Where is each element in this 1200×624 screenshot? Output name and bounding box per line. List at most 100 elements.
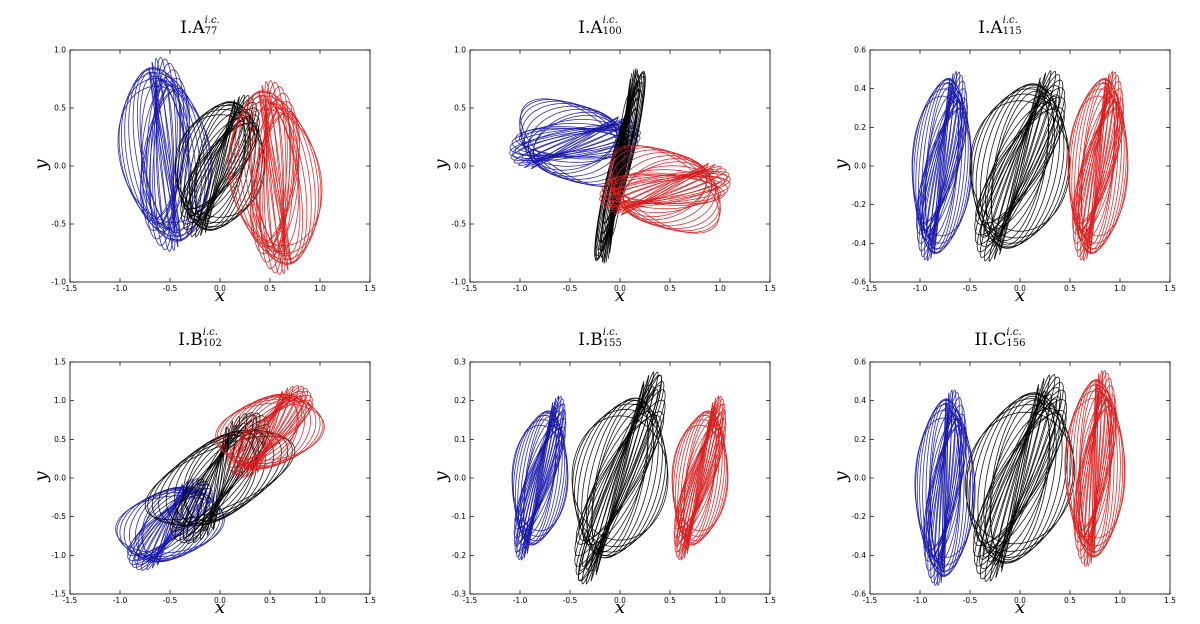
trajectory-red-loop	[234, 91, 316, 264]
y-axis-label: y	[30, 471, 52, 482]
trajectory-blue-loop	[518, 126, 632, 160]
trajectory-black-loop	[585, 386, 655, 570]
trajectory-red-loop	[236, 385, 304, 478]
trajectory-red-loop	[1084, 393, 1106, 544]
trajectory-black-loop	[204, 102, 236, 230]
x-tick-label: 0.0	[614, 284, 626, 293]
trajectory-red-loop	[259, 95, 291, 260]
trajectory-black-loop	[979, 386, 1061, 570]
y-axis-label: y	[430, 471, 452, 482]
chart-title-subscript: 115	[1002, 26, 1022, 37]
y-tick-label: 0.2	[454, 396, 466, 405]
trajectory-blue-loop	[140, 84, 190, 225]
y-tick-label: -1.0	[451, 278, 466, 287]
chart-title: I.A i.c. 100	[400, 16, 800, 39]
trajectory-black-loop	[574, 403, 666, 553]
x-axis-label: x	[615, 285, 626, 306]
x-tick-label: -0.5	[563, 596, 578, 605]
trajectory-red-loop	[231, 95, 319, 260]
trajectory-red-loop	[610, 149, 720, 230]
y-tick-label: 0.0	[454, 162, 466, 171]
trajectory-black-loop	[194, 107, 246, 225]
chart-title-subscript: 77	[204, 26, 218, 37]
trajectory-red-loop	[231, 388, 309, 476]
x-tick-label: -0.5	[163, 284, 178, 293]
chart-title-superscript: i.c.	[1002, 15, 1018, 26]
trajectory-black-loop	[979, 396, 1061, 560]
y-tick-label: 1.0	[54, 396, 66, 405]
trajectory-blue-loop	[513, 409, 567, 547]
trajectory-black-loop	[973, 389, 1067, 567]
trajectory-red-loop	[1092, 382, 1098, 554]
trajectory-black-loop	[578, 374, 662, 582]
trajectory-black-loop	[590, 384, 650, 572]
x-tick-label: 1.0	[314, 596, 326, 605]
trajectory-black-loop	[965, 404, 1075, 552]
trajectory-black-loop	[993, 85, 1047, 247]
trajectory-red-loop	[246, 94, 304, 261]
trajectory-red-loop	[621, 164, 709, 214]
trajectory-red-loop	[1081, 86, 1115, 246]
x-tick-label: -1.5	[463, 284, 478, 293]
trajectory-blue-loop	[521, 126, 628, 160]
trajectory-red-loop	[673, 409, 727, 547]
trajectory-red-loop	[264, 98, 286, 257]
trajectory-red-loop	[601, 174, 729, 204]
trajectory-red-loop	[676, 404, 724, 552]
trajectory-black-loop	[988, 89, 1052, 243]
trajectory-blue-loop	[929, 87, 955, 245]
trajectory-black-loop	[981, 102, 1059, 230]
y-tick-label: 0.2	[854, 123, 866, 132]
trajectory-red-loop	[680, 410, 720, 546]
trajectory-blue-loop	[134, 483, 206, 566]
trajectory-blue-loop	[926, 94, 958, 238]
trajectory-black-loop	[182, 418, 258, 538]
trajectory-black-loop	[969, 100, 1071, 232]
x-tick-label: 1.5	[364, 596, 376, 605]
x-axis-label: x	[215, 597, 226, 618]
y-tick-label: 0.0	[854, 162, 866, 171]
x-tick-label: -1.5	[463, 596, 478, 605]
trajectory-red-loop	[611, 172, 718, 206]
x-tick-label: 0.0	[614, 596, 626, 605]
trajectory-blue-loop	[149, 62, 181, 246]
chart-title-subscript: 102	[202, 338, 222, 349]
x-tick-label: 0.0	[1014, 284, 1026, 293]
trajectory-black-loop	[574, 399, 666, 557]
x-tick-label: 1.0	[1114, 284, 1126, 293]
chart-title-main: I.A	[978, 18, 1003, 38]
trajectory-black-loop	[181, 107, 259, 225]
x-axis-label: x	[1015, 597, 1026, 618]
trajectory-red-loop	[234, 394, 306, 469]
trajectory-red-loop	[256, 99, 294, 256]
trajectory-black-loop	[994, 390, 1046, 566]
trajectory-black-loop	[977, 392, 1063, 564]
plot-svg: -1.5 -1.0 -0.5 0.0 0.5 1.0 1.5 0.3 0.2 0.1 0.0 -0.1…	[451, 358, 776, 606]
x-tick-label: 0.5	[1064, 284, 1076, 293]
x-tick-label: 1.0	[314, 284, 326, 293]
x-tick-label: -0.5	[963, 284, 978, 293]
trajectory-red-loop	[234, 394, 306, 470]
trajectory-red-loop	[243, 394, 297, 470]
y-tick-label: -0.2	[451, 551, 466, 560]
trajectory-blue-loop	[922, 101, 962, 231]
x-tick-label: 1.5	[764, 596, 776, 605]
y-tick-label: 0.2	[854, 435, 866, 444]
y-tick-label: 1.5	[54, 358, 66, 367]
trajectory-blue-loop	[528, 108, 622, 177]
trajectory-black-loop	[991, 90, 1049, 242]
trajectory-blue-loop	[146, 76, 184, 233]
trajectory-black-loop	[980, 94, 1060, 238]
y-tick-label: 0.0	[54, 162, 66, 171]
y-tick-label: 0.5	[54, 104, 66, 113]
trajectory-red-loop	[683, 407, 717, 549]
trajectory-blue-loop	[518, 414, 562, 542]
trajectory-blue-loop	[149, 485, 191, 564]
plot-svg: -1.5 -1.0 -0.5 0.0 0.5 1.0 1.51.00.50.0-0.5-1.…	[451, 46, 776, 294]
trajectory-blue-loop	[509, 126, 641, 160]
trajectory-black-loop	[581, 388, 659, 568]
trajectory-blue-loop	[518, 129, 632, 156]
chart-title-main: I.A	[578, 18, 603, 38]
trajectory-blue-loop	[149, 84, 181, 225]
plot-svg: -1.5 -1.0 -0.5 0.0 0.5 1.0 1.5 1.5 1.0 0.5 0.0 -0.5…	[51, 358, 376, 606]
